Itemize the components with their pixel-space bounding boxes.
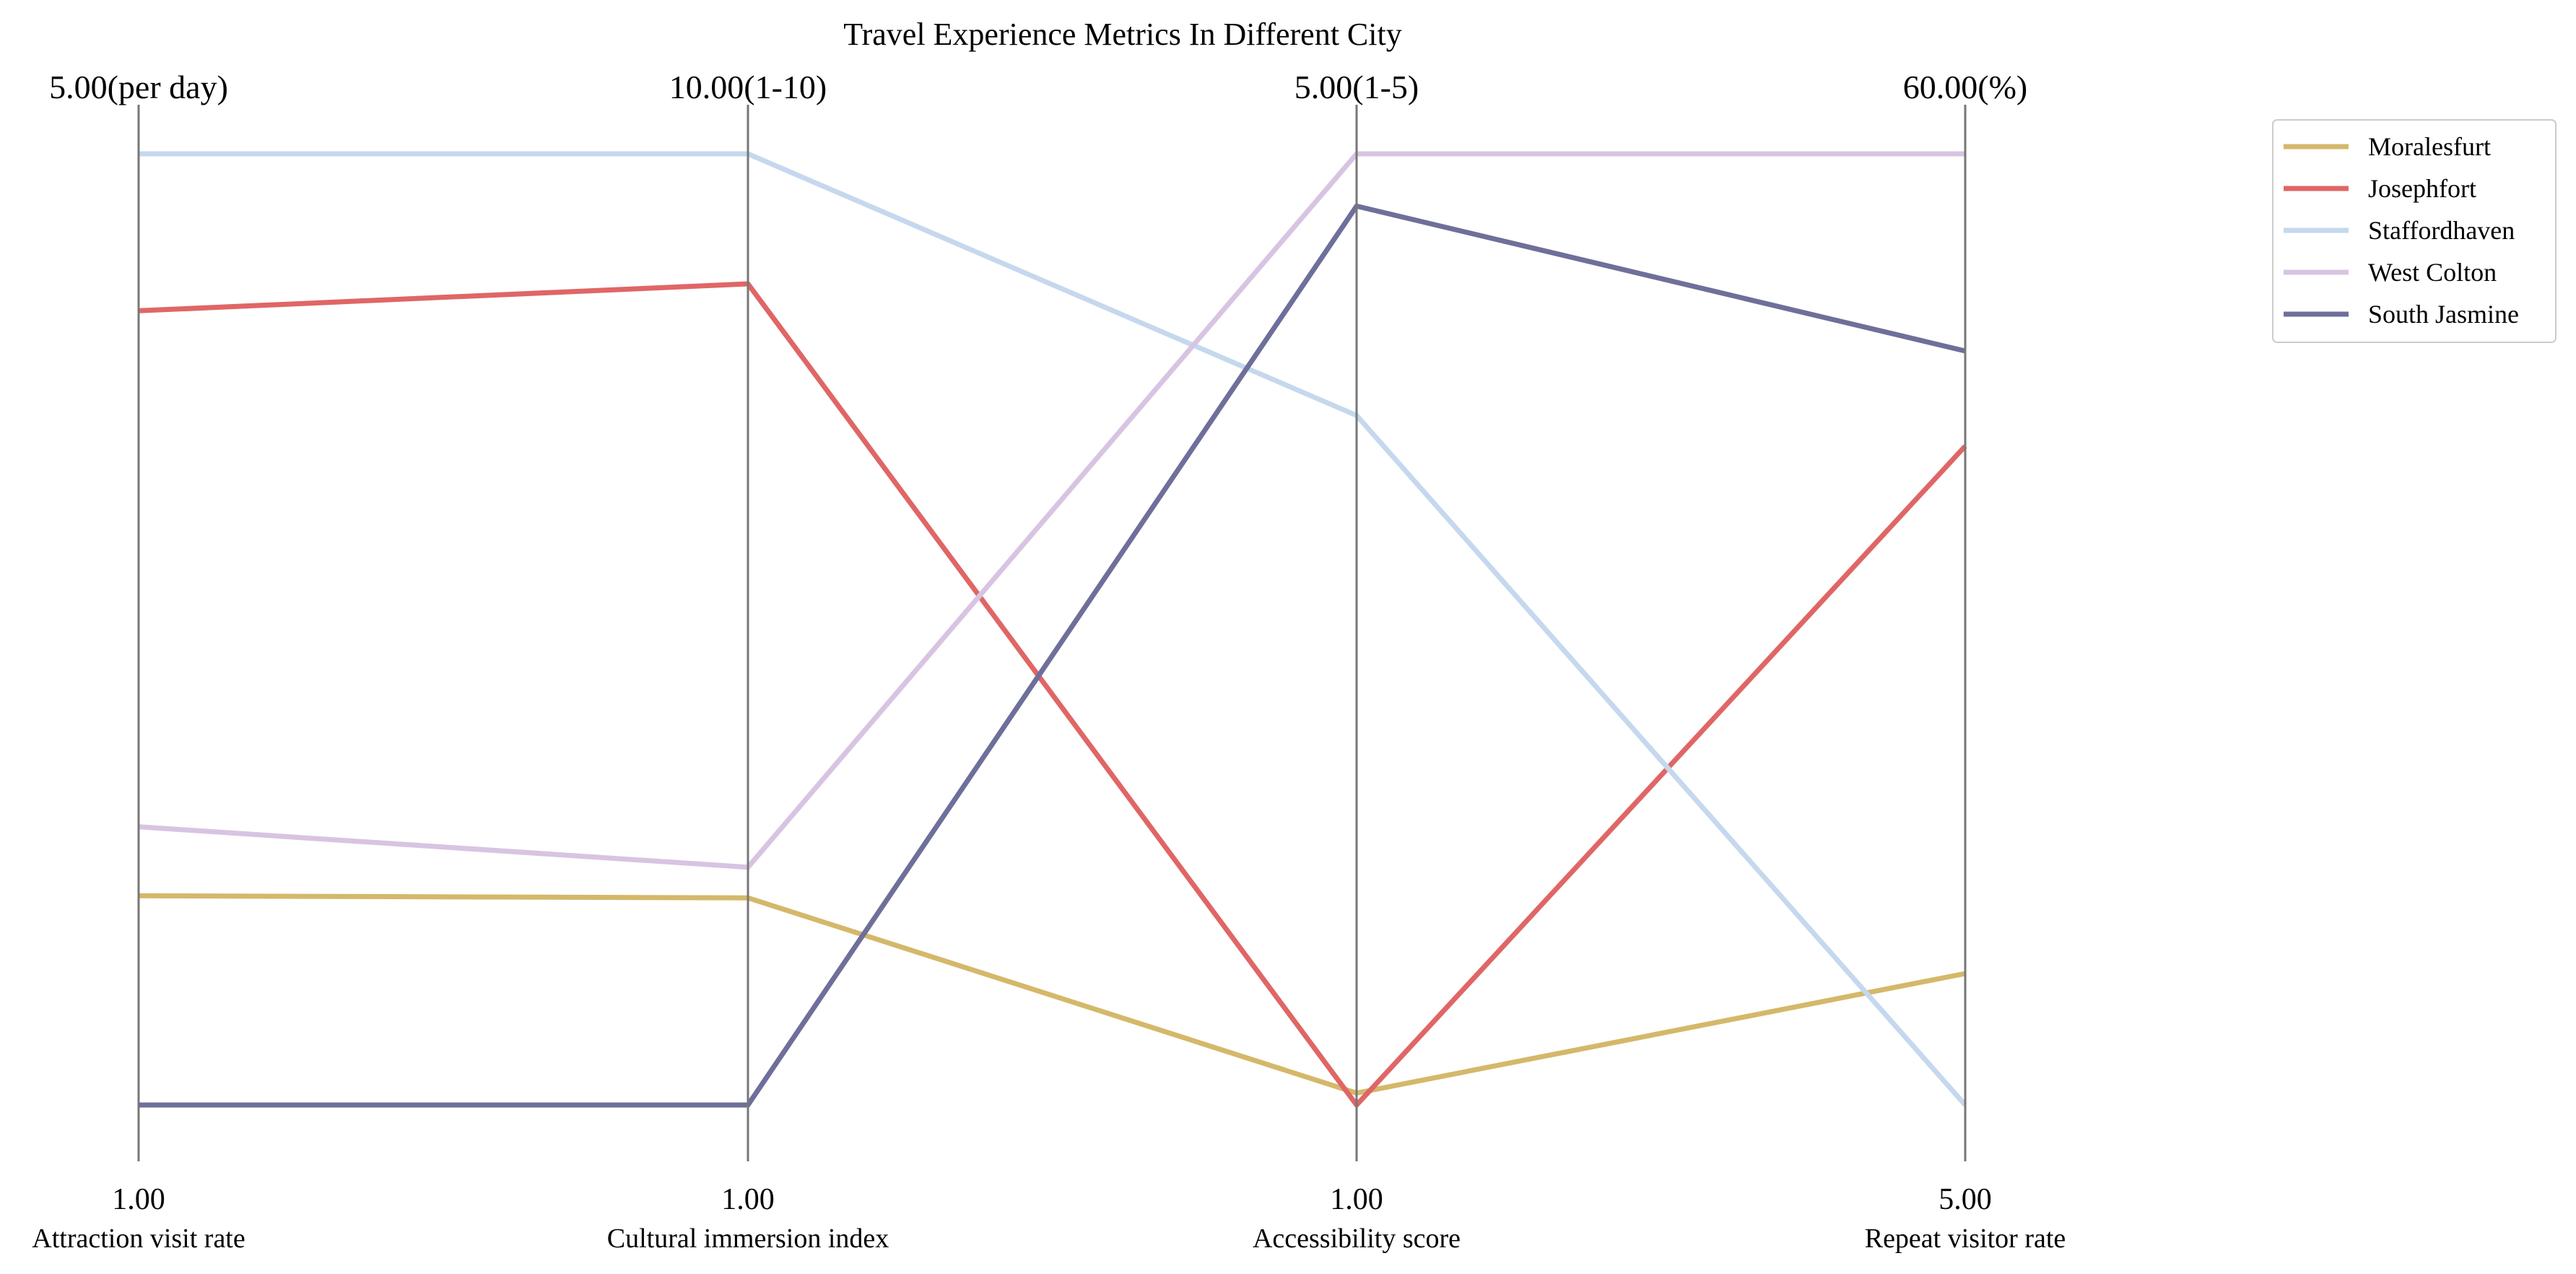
axis-max-label-2: 10.00(1-10) — [669, 69, 827, 105]
axis-name-2: Cultural immersion index — [607, 1223, 889, 1254]
legend-label-staffordhaven: Staffordhaven — [2368, 216, 2515, 245]
axis-max-label-3: 5.00(1-5) — [1294, 69, 1419, 105]
series-line-west-colton — [138, 151, 1965, 870]
legend: Moralesfurt Josephfort Staffordhaven West C… — [2272, 119, 2557, 343]
series-lines-layer — [138, 151, 1967, 1108]
legend-label-moralesfurt: Moralesfurt — [2368, 132, 2491, 161]
legend-label-josephfort: Josephfort — [2368, 174, 2476, 203]
legend-label-south-jasmine: South Jasmine — [2368, 300, 2519, 329]
axis-max-label-4: 60.00(%) — [1903, 69, 2027, 105]
axis-max-label-1: 5.00(per day) — [49, 69, 228, 105]
axes-layer: 5.00(per day) 1.00 Attraction visit rate 10… — [32, 69, 2066, 1254]
axis-name-4: Repeat visitor rate — [1865, 1223, 2066, 1254]
legend-frame — [2272, 119, 2557, 343]
axis-min-label-3: 1.00 — [1330, 1183, 1383, 1216]
chart-title: Travel Experience Metrics In Different C… — [843, 17, 1401, 52]
series-line-south-jasmine — [139, 203, 1966, 1108]
series-line-josephfort — [138, 281, 1967, 1108]
series-line-staffordhaven — [139, 151, 1967, 1107]
series-line-moralesfurt — [138, 893, 1966, 1096]
axis-name-3: Accessibility score — [1253, 1223, 1461, 1254]
axis-lines-layer — [137, 105, 1967, 1161]
axis-min-label-2: 1.00 — [721, 1183, 775, 1216]
axis-min-label-4: 5.00 — [1938, 1183, 1992, 1216]
axis-name-1: Attraction visit rate — [32, 1223, 245, 1254]
axis-min-label-1: 1.00 — [112, 1183, 165, 1216]
legend-label-west-colton: West Colton — [2368, 258, 2497, 287]
